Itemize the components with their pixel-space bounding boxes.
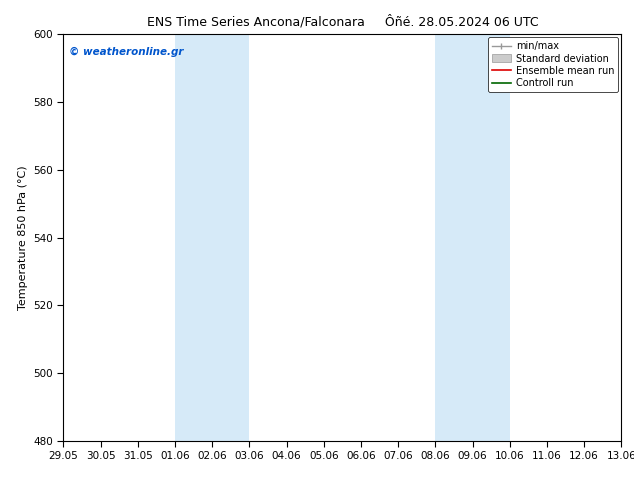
Title: ENS Time Series Ancona/Falconara     Ôñé. 28.05.2024 06 UTC: ENS Time Series Ancona/Falconara Ôñé. 28… xyxy=(146,16,538,29)
Y-axis label: Temperature 850 hPa (°C): Temperature 850 hPa (°C) xyxy=(18,165,28,310)
Bar xyxy=(175,34,249,441)
Legend: min/max, Standard deviation, Ensemble mean run, Controll run: min/max, Standard deviation, Ensemble me… xyxy=(488,37,618,92)
Text: © weatheronline.gr: © weatheronline.gr xyxy=(69,47,183,56)
Bar xyxy=(436,34,510,441)
